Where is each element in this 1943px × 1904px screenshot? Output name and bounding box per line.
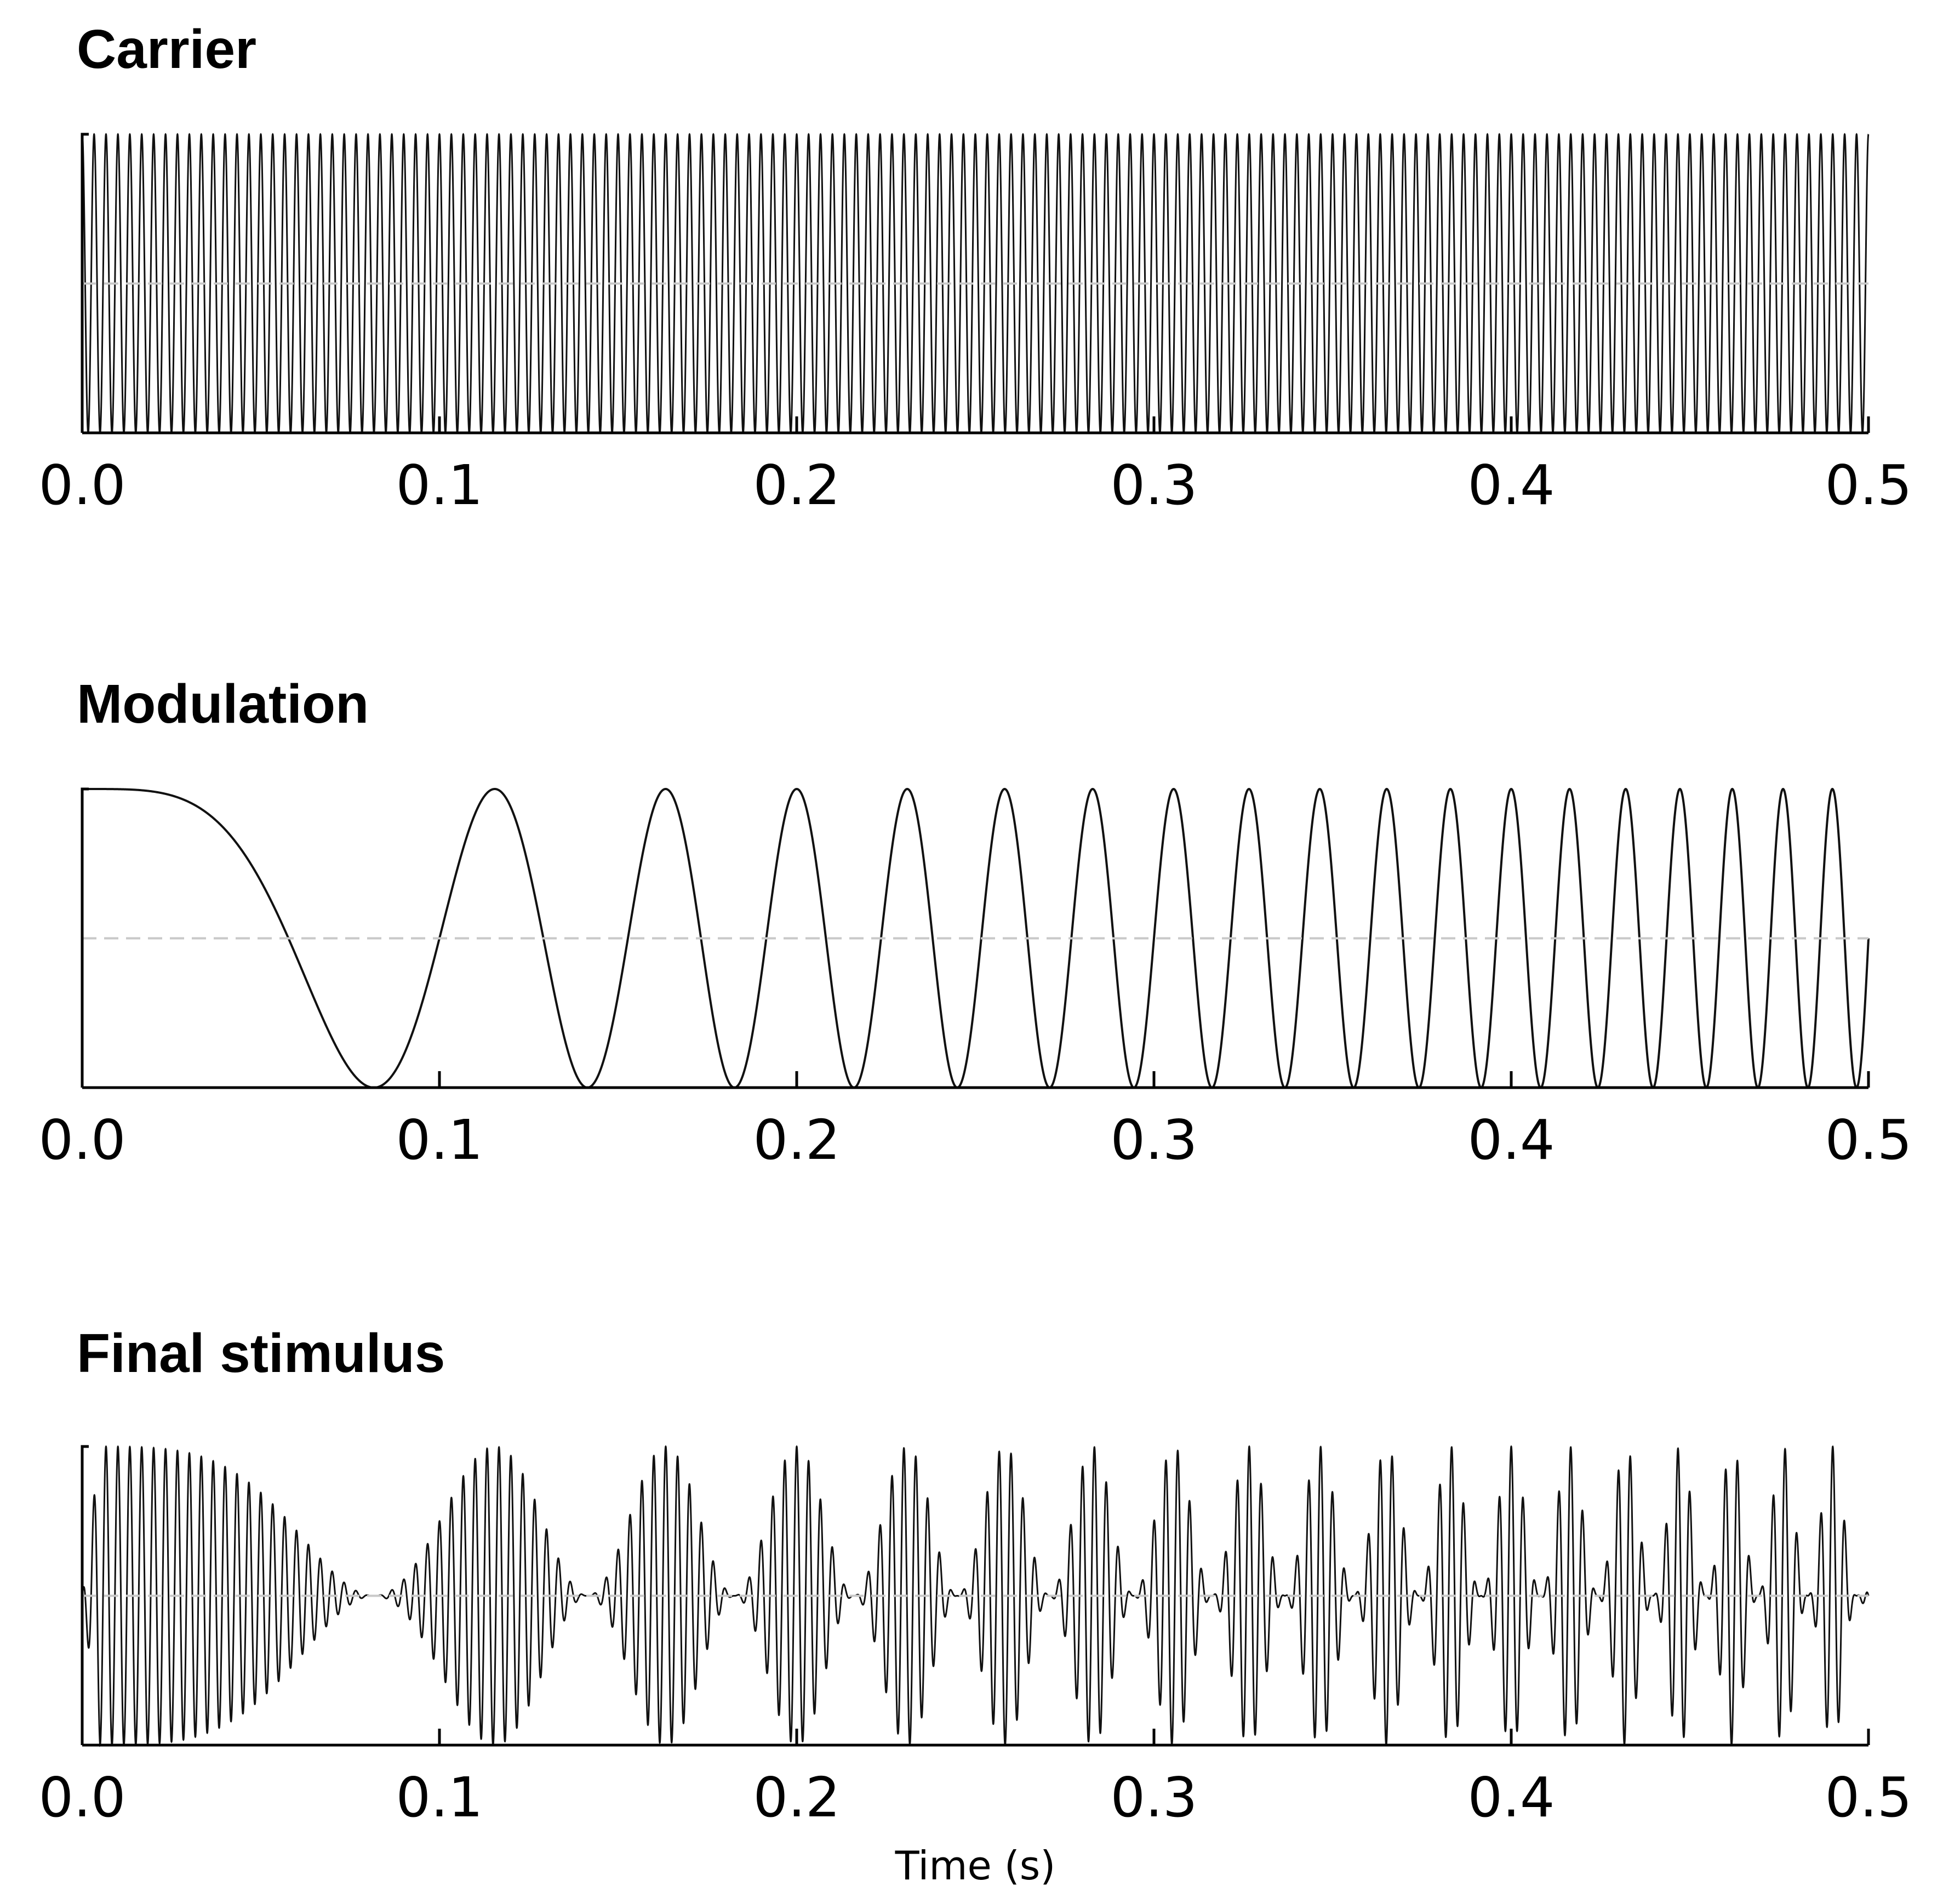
panel-modulation: 0.0 0.1 0.2 0.3 0.4 0.5: [38, 787, 1912, 1172]
x-tick-label-carrier-1: 0.1: [396, 453, 483, 517]
y-axis-carrier: [81, 133, 89, 433]
x-tick-label-carrier-0: 0.0: [38, 453, 125, 517]
x-tick-label-modulation-3: 0.3: [1110, 1108, 1197, 1172]
y-axis-modulation: [81, 787, 89, 1088]
x-axis-title: Time (s): [895, 1843, 1056, 1889]
panel-title-modulation: Modulation: [77, 673, 369, 735]
x-tick-label-modulation-4: 0.4: [1467, 1108, 1555, 1172]
x-tick-label-final-stimulus-5: 0.5: [1825, 1765, 1912, 1829]
x-tick-label-carrier-2: 0.2: [753, 453, 840, 517]
x-tick-label-final-stimulus-1: 0.1: [396, 1765, 483, 1829]
waveform-carrier: [81, 133, 1870, 434]
x-tick-label-modulation-1: 0.1: [396, 1108, 483, 1172]
x-tick-label-final-stimulus-3: 0.3: [1110, 1765, 1197, 1829]
x-tick-label-final-stimulus-2: 0.2: [753, 1765, 840, 1829]
x-tick-label-carrier-3: 0.3: [1110, 453, 1197, 517]
panel-title-carrier: Carrier: [77, 19, 256, 80]
x-tick-label-carrier-4: 0.4: [1467, 453, 1555, 517]
x-tick-label-modulation-5: 0.5: [1825, 1108, 1912, 1172]
y-axis-final-stimulus: [81, 1445, 89, 1745]
x-tick-label-modulation-0: 0.0: [38, 1108, 125, 1172]
x-tick-label-final-stimulus-0: 0.0: [38, 1765, 125, 1829]
panel-carrier: 0.0 0.1 0.2 0.3 0.4 0.5: [38, 133, 1912, 517]
x-tick-label-final-stimulus-4: 0.4: [1467, 1765, 1555, 1829]
x-tick-label-carrier-5: 0.5: [1825, 453, 1912, 517]
x-tick-label-modulation-2: 0.2: [753, 1108, 840, 1172]
panel-final-stimulus: 0.0 0.1 0.2 0.3 0.4 0.5 Time (s): [38, 1445, 1912, 1889]
panel-title-final-stimulus: Final stimulus: [77, 1323, 445, 1384]
